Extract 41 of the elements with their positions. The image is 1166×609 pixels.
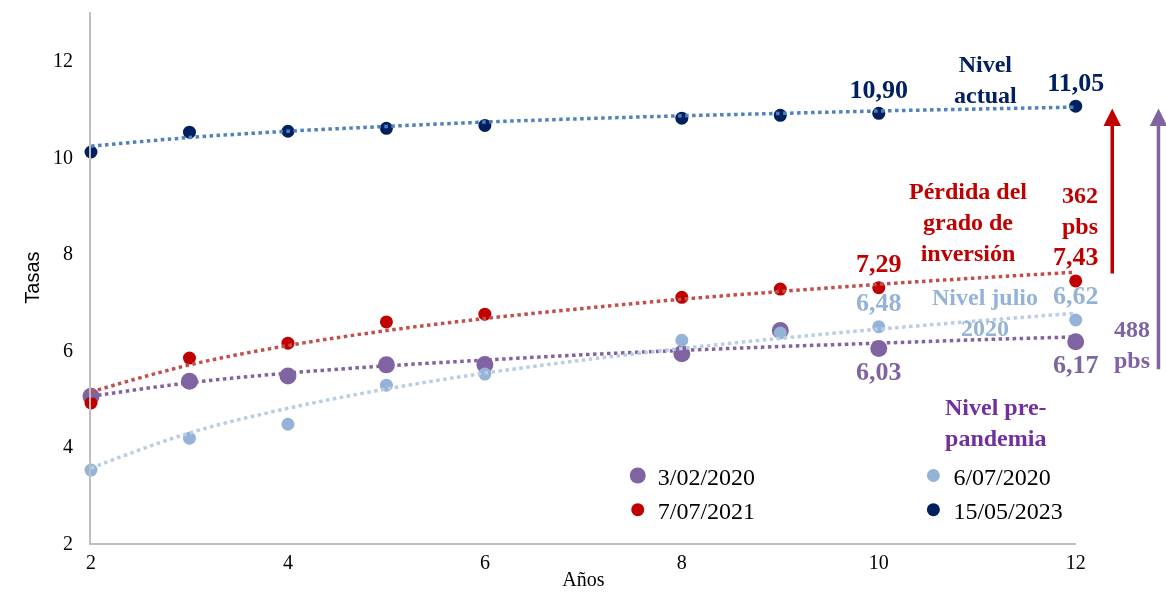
point — [1069, 313, 1083, 327]
legend-label: 15/05/2023 — [953, 498, 1063, 525]
y-tick-label: 4 — [63, 435, 73, 458]
point — [182, 351, 196, 365]
data-label: 6,62 — [1052, 281, 1099, 311]
y-tick-label: 10 — [53, 145, 73, 168]
point — [1069, 274, 1083, 288]
point — [1067, 333, 1085, 351]
annotation: Nivel julio 2020 — [932, 284, 1038, 342]
x-tick-label: 4 — [282, 551, 293, 573]
point — [870, 339, 888, 357]
x-tick-label: 8 — [676, 551, 687, 573]
x-tick-label: 12 — [1065, 551, 1086, 573]
data-label: 6,17 — [1052, 349, 1099, 379]
data-label: 6,03 — [856, 356, 902, 386]
annotation: Nivel actual — [954, 51, 1017, 109]
data-label: 10,90 — [849, 74, 909, 104]
legend-label: 6/07/2020 — [953, 463, 1051, 490]
x-axis-title: Años — [562, 568, 605, 590]
point — [182, 125, 196, 139]
y-tick-label: 8 — [63, 242, 73, 265]
point — [281, 417, 295, 431]
y-tick-label: 12 — [53, 49, 73, 72]
data-label: 11,05 — [1047, 67, 1105, 97]
point — [379, 315, 393, 329]
legend-label: 3/02/2020 — [657, 463, 756, 490]
y-tick-label: 6 — [63, 338, 73, 361]
point — [675, 333, 689, 347]
data-label: 6,48 — [856, 288, 902, 318]
x-tick-label: 2 — [86, 551, 96, 573]
y-tick-label: 2 — [63, 532, 73, 554]
text: 488 pbs — [1114, 316, 1151, 374]
x-tick-label: 6 — [479, 551, 490, 573]
annotation: 362 pbs — [1062, 182, 1099, 240]
annotation: Pérdida del grado de inversión — [909, 178, 1028, 267]
x-tick-label: 10 — [868, 551, 889, 573]
y-axis-title: Tasas — [21, 251, 43, 304]
legend-label: 7/07/2021 — [657, 498, 756, 525]
annotation: Nivel pre-pandemia — [945, 394, 1047, 452]
data-label: 7,43 — [1052, 242, 1099, 272]
data-label: 7,29 — [856, 249, 902, 279]
